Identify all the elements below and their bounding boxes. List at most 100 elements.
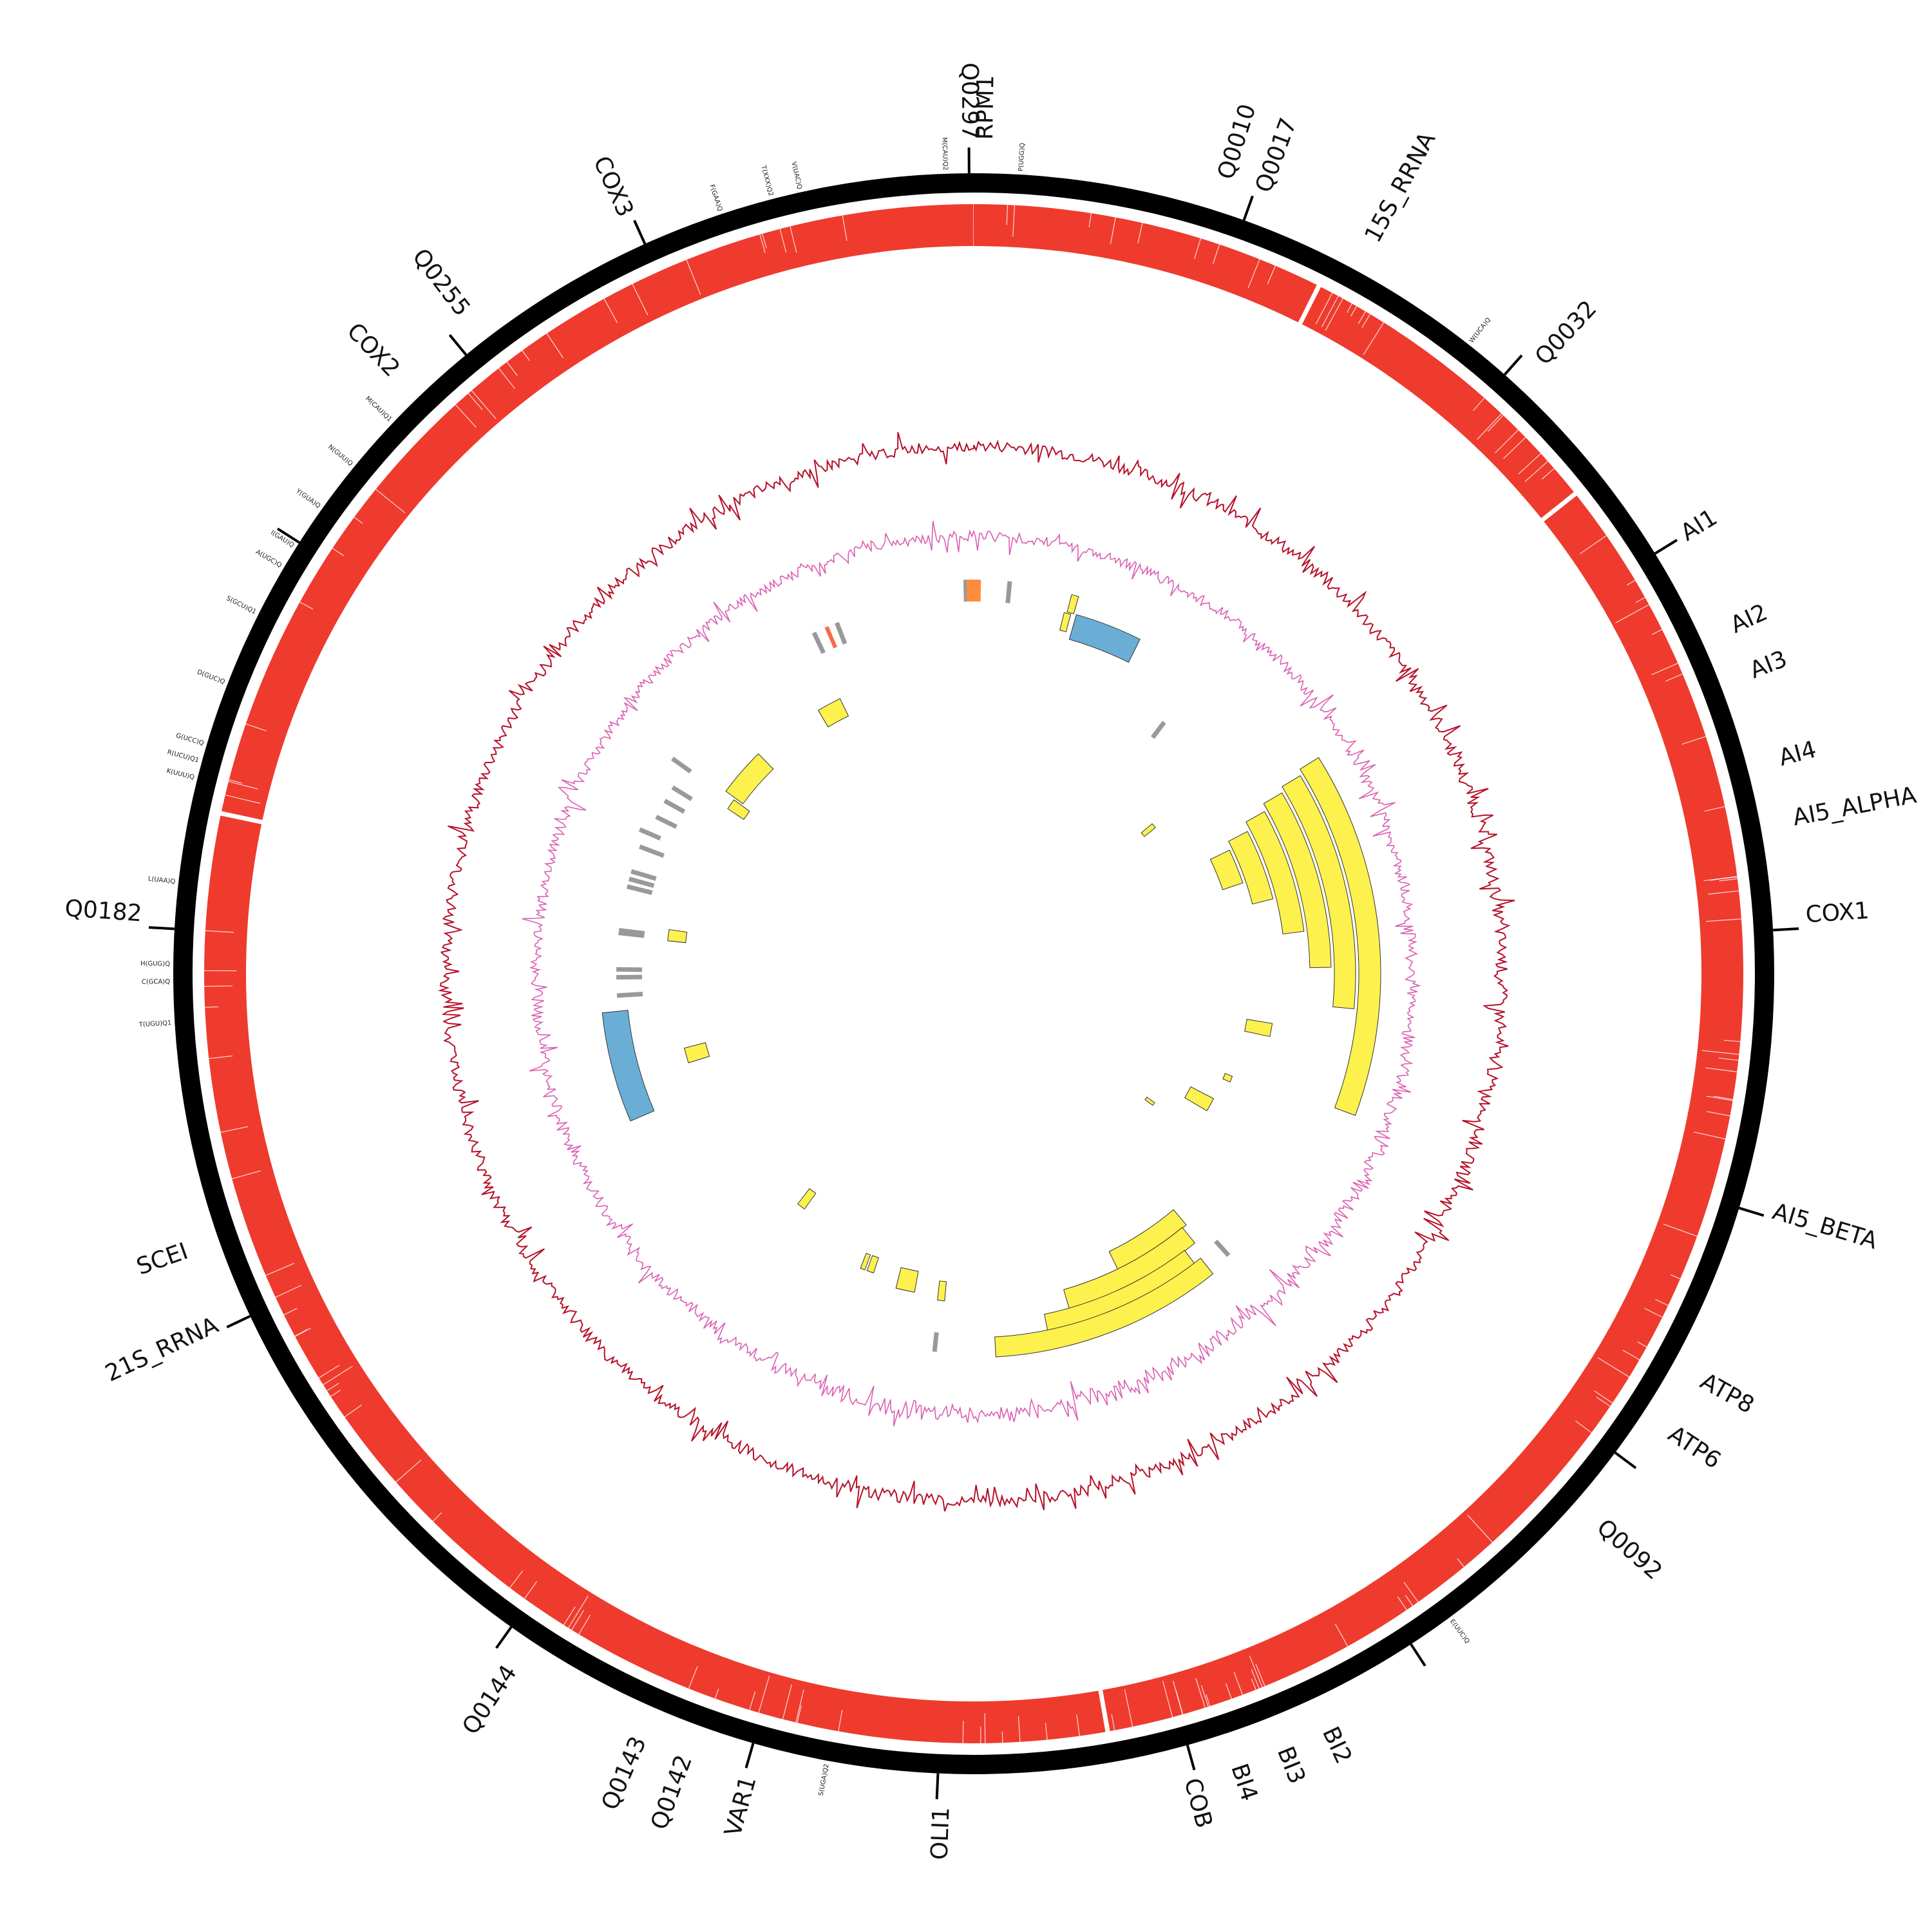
gene-label: AI2 xyxy=(1727,599,1772,638)
orf-segment xyxy=(866,1255,880,1274)
coverage-notch xyxy=(1706,1111,1730,1117)
coverage-notch xyxy=(1403,1582,1419,1603)
gene-label: ATP8 xyxy=(1696,1368,1758,1419)
coverage-notch xyxy=(220,1126,249,1133)
trna-label: C(GCA)Q xyxy=(142,978,170,985)
feature-tick xyxy=(1410,1643,1426,1667)
gc-skew-line xyxy=(522,520,1421,1426)
orf-segment xyxy=(1184,1086,1215,1112)
gene-label: AI4 xyxy=(1776,736,1819,772)
trna-mark xyxy=(932,1332,939,1352)
gene-label: COX2 xyxy=(342,318,405,383)
orf-segment xyxy=(1282,775,1356,1009)
feature-tick xyxy=(633,220,647,245)
coverage-notch xyxy=(1001,1731,1003,1743)
coverage-notch xyxy=(1350,306,1358,317)
gene-label: Q0092 xyxy=(1591,1514,1667,1585)
trna-label: D(GUC)Q xyxy=(196,668,225,686)
highlight-mark xyxy=(966,580,981,602)
coverage-notch xyxy=(1206,1694,1211,1707)
coverage-notch xyxy=(1255,1663,1265,1687)
trna-labels: M(CAU)Q2 P(UGG)Q W(UCA)Q E(UUC)Q S(UGA)Q2 T(U… xyxy=(138,137,1493,1797)
trna-mark xyxy=(663,799,686,814)
orf-segment xyxy=(817,698,849,728)
gene-label: RPM1 xyxy=(972,75,999,140)
coverage-notch xyxy=(578,1615,591,1634)
coverage-notch xyxy=(294,1327,311,1337)
coverage-notch xyxy=(1162,1680,1173,1718)
coverage-notch xyxy=(838,1709,843,1732)
coverage-notch xyxy=(1361,314,1371,328)
orf-segment xyxy=(994,1258,1214,1358)
trna-mark xyxy=(618,931,645,938)
orf-segment xyxy=(1299,757,1381,1116)
genome-backbone xyxy=(173,173,1774,1774)
feature-tick xyxy=(495,1626,513,1649)
gene-label: 15S_RRNA xyxy=(1359,128,1441,247)
trna-mark xyxy=(1214,1239,1231,1257)
coverage-notch xyxy=(797,1705,802,1723)
coverage-notch xyxy=(209,1056,233,1059)
coverage-notch xyxy=(1575,1420,1592,1434)
coverage-notch xyxy=(762,233,767,249)
coverage-notch xyxy=(506,361,518,376)
gene-label: COB xyxy=(1179,1776,1217,1831)
coverage-notch xyxy=(568,1595,589,1629)
coverage-notch xyxy=(1671,1274,1681,1280)
coverage-notch xyxy=(1706,1095,1733,1101)
coverage-notch xyxy=(1626,580,1636,586)
gene-label: 21S_RRNA xyxy=(101,1312,222,1387)
trna-label: N(GUU)Q xyxy=(327,444,354,468)
coverage-notch xyxy=(1518,453,1542,475)
coverage-notch xyxy=(563,1606,576,1625)
coverage-notch xyxy=(1701,1050,1739,1055)
coverage-notch xyxy=(245,723,267,732)
coverage-notch xyxy=(1088,213,1092,227)
coverage-notch xyxy=(1495,430,1519,453)
coverage-notch xyxy=(229,779,243,784)
trna-label: P(UGG)Q xyxy=(1018,142,1027,171)
orf-segment xyxy=(1141,823,1156,837)
coverage-notch xyxy=(758,1676,770,1713)
gene-label: AI1 xyxy=(1676,504,1722,546)
feature-tick xyxy=(1242,195,1254,221)
gene-label: AI5_ALPHA xyxy=(1790,782,1918,831)
coverage-notch xyxy=(455,404,477,428)
orf-segment xyxy=(1209,849,1244,891)
coverage-notch xyxy=(1405,1595,1414,1606)
gene-label: ATP6 xyxy=(1663,1421,1725,1474)
gene-label: OLI1 xyxy=(927,1806,955,1860)
coverage-notch xyxy=(232,1170,261,1179)
highlight-mark xyxy=(824,626,837,649)
trna-label: H(GUG)Q xyxy=(140,960,170,968)
coverage-notch xyxy=(1681,736,1706,745)
highlight-track xyxy=(824,580,981,649)
coverage-notch xyxy=(1542,468,1555,480)
coverage-notch xyxy=(1694,1132,1726,1140)
coverage-notch xyxy=(1473,397,1485,411)
coverage-notch xyxy=(714,1689,719,1699)
coverage-track xyxy=(204,204,1744,1744)
coverage-notch xyxy=(546,333,564,358)
coverage-notch xyxy=(395,1459,422,1482)
coverage-notch xyxy=(1233,1672,1243,1695)
orf-segment xyxy=(667,929,688,943)
feature-tick xyxy=(1773,927,1799,932)
coverage-notch xyxy=(1137,222,1143,243)
trna-mark xyxy=(638,827,661,841)
coverage-notch xyxy=(1363,322,1385,355)
coverage-notch xyxy=(1325,298,1343,331)
coverage-notch xyxy=(1594,1390,1613,1404)
gene-label: AI5_BETA xyxy=(1770,1198,1881,1255)
trna-mark xyxy=(628,876,655,888)
coverage-notch xyxy=(1637,1341,1647,1348)
orf-segment xyxy=(860,1253,871,1271)
coverage-notch xyxy=(1076,1714,1080,1736)
backbone-ring xyxy=(173,173,1774,1774)
trna-label: W(UCA)Q xyxy=(1468,316,1493,345)
coverage-notch xyxy=(294,1329,308,1337)
coverage-notch xyxy=(1110,217,1116,244)
coverage-notch xyxy=(509,1570,524,1588)
coverage-notch xyxy=(1703,876,1738,882)
